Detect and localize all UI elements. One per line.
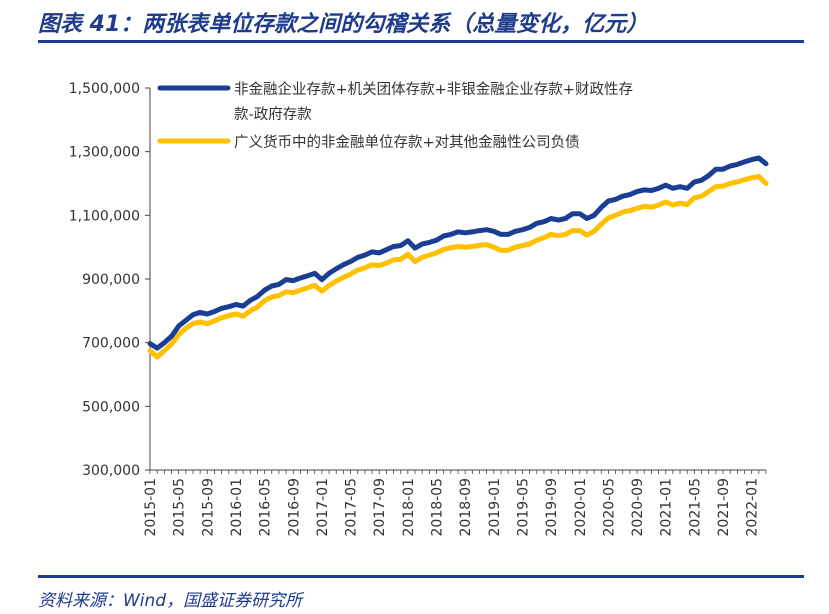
x-tick-label: 2020-01: [573, 478, 589, 537]
x-tick-label: 2020-05: [601, 478, 617, 537]
chart-legend: 非金融企业存款+机关团体存款+非银金融企业存款+财政性存款-政府存款广义货币中的…: [157, 80, 633, 151]
x-tick-label: 2019-05: [515, 478, 531, 537]
x-tick-label: 2017-09: [372, 478, 388, 537]
x-tick-label: 2015-01: [143, 478, 159, 537]
legend-label-1-cont: 款-政府存款: [234, 106, 312, 123]
y-tick-label: 700,000: [82, 336, 140, 352]
source-rule: [38, 575, 804, 578]
y-tick-label: 300,000: [82, 463, 140, 479]
series-line-2: [147, 174, 769, 360]
x-tick-label: 2018-01: [401, 478, 417, 537]
y-tick-label: 1,100,000: [69, 208, 140, 224]
x-tick-label: 2016-05: [258, 478, 274, 537]
x-tick-label: 2020-09: [630, 478, 646, 537]
x-tick-label: 2021-09: [716, 478, 732, 537]
x-tick-label: 2018-05: [430, 478, 446, 537]
x-tick-label: 2021-01: [659, 478, 675, 537]
x-tick-label: 2015-05: [172, 478, 188, 537]
legend-label-1: 非金融企业存款+机关团体存款+非银金融企业存款+财政性存: [234, 80, 633, 98]
y-tick-label: 900,000: [82, 272, 140, 288]
figure-title: 图表 41：两张表单位存款之间的勾稽关系（总量变化，亿元）: [38, 12, 649, 37]
chart-lines: [147, 155, 769, 360]
x-tick-label: 2019-01: [487, 478, 503, 537]
title-rule: [38, 40, 804, 43]
x-tick-labels: 2015-01 2015-05 2015-09 2016-01 2016-05 2016-…: [143, 470, 767, 537]
y-tick-labels: 1,500,000 1,300,000 1,100,000 900,000 700,00…: [69, 81, 150, 479]
figure-source: 资料来源：Wind，国盛证券研究所: [38, 591, 303, 611]
x-tick-label: 2022-01: [745, 478, 761, 537]
y-tick-label: 1,500,000: [69, 81, 140, 97]
y-tick-label: 500,000: [82, 399, 140, 415]
x-tick-label: 2016-01: [229, 478, 245, 537]
x-tick-label: 2016-09: [286, 478, 302, 537]
x-tick-label: 2015-09: [200, 478, 216, 537]
y-tick-label: 1,300,000: [69, 145, 140, 161]
x-tick-label: 2017-05: [344, 478, 360, 537]
x-tick-label: 2021-05: [687, 478, 703, 537]
x-tick-label: 2019-09: [544, 478, 560, 537]
x-tick-label: 2017-01: [315, 478, 331, 537]
x-tick-label: 2018-09: [458, 478, 474, 537]
legend-label-2: 广义货币中的非金融单位存款+对其他金融性公司负债: [234, 134, 580, 151]
series-line-1: [147, 155, 769, 351]
